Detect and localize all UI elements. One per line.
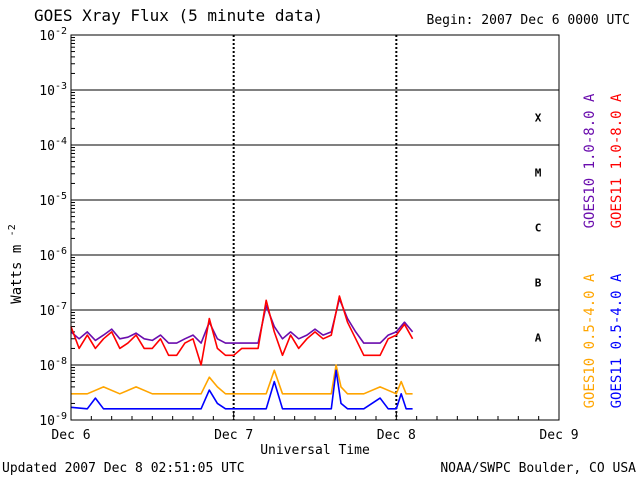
flare-class-label: C [535, 222, 542, 235]
x-tick-label: Dec 6 [51, 428, 90, 443]
grid-layer [70, 35, 560, 420]
y-tick-label: 10-5 [39, 191, 67, 209]
y-tick-label: 10-2 [39, 26, 67, 44]
flare-class-label: A [535, 332, 542, 345]
y-tick-label: 10-4 [39, 136, 67, 154]
y-tick-label: 10-9 [39, 411, 67, 429]
updated-timestamp: Updated 2007 Dec 8 02:51:05 UTC [2, 461, 245, 476]
chart-title: GOES Xray Flux (5 minute data) [34, 6, 323, 25]
x-tick-label: Dec 9 [539, 428, 578, 443]
series-line-goes10-1-0-8-0-a [70, 297, 414, 344]
series-line-goes10-0-5-4-0-a [71, 364, 413, 395]
flare-class-labels: A B C M X [535, 112, 542, 345]
legend-entry: GOES11 0.5-4.0 A [609, 273, 625, 408]
flare-class-label: X [535, 112, 542, 125]
y-tick-label: 10-6 [39, 246, 67, 264]
legend-entry: GOES10 0.5-4.0 A [582, 273, 598, 408]
x-tick-label: Dec 8 [377, 428, 416, 443]
y-tick-label: 10-8 [39, 356, 67, 374]
flare-class-label: B [535, 277, 542, 290]
x-axis-label: Universal Time [260, 443, 370, 458]
plot-frame [70, 34, 560, 421]
x-tick-label: Dec 7 [214, 428, 253, 443]
legend-entry: GOES10 1.0-8.0 A [582, 93, 598, 228]
y-tick-label: 10-7 [39, 301, 67, 319]
begin-time-label: Begin: 2007 Dec 6 0000 UTC [426, 13, 631, 28]
y-axis-label: Watts m -2 [7, 224, 25, 303]
series-line-goes11-0-5-4-0-a [70, 369, 413, 410]
x-tick-labels: Dec 6 Dec 7 Dec 8 Dec 9 [51, 428, 578, 443]
series-line-goes11-1-0-8-0-a [70, 295, 414, 366]
credit-label: NOAA/SWPC Boulder, CO USA [440, 461, 636, 476]
legend: GOES10 1.0-8.0 A GOES11 1.0-8.0 A GOES10 0… [582, 93, 625, 408]
y-tick-label: 10-3 [39, 81, 67, 99]
y-tick-labels: 10-9 10-8 10-7 10-6 10-5 10-4 10-3 10-2 [39, 26, 67, 429]
legend-entry: GOES11 1.0-8.0 A [609, 93, 625, 228]
series-layer [70, 295, 414, 410]
flare-class-label: M [535, 167, 542, 180]
